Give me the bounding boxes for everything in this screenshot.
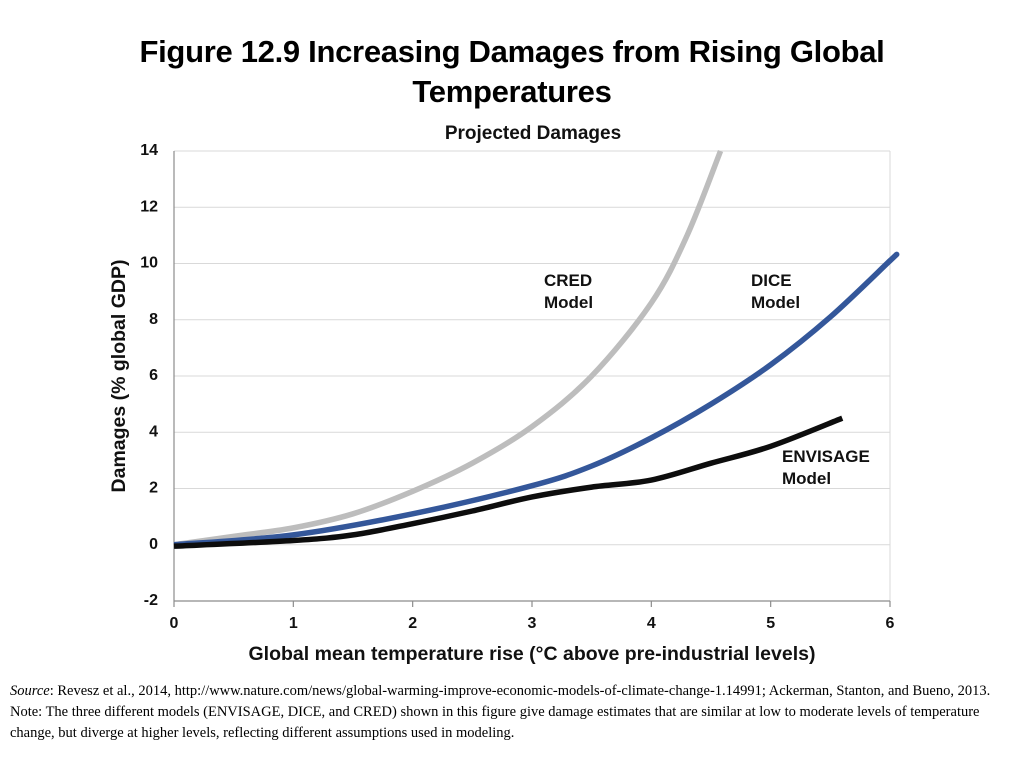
y-tick-label: 12 [140,198,158,215]
source-label: Source [10,683,50,699]
source: Source: Revesz et al., 2014, http://www.… [10,681,1010,702]
x-tick-label: 2 [408,615,417,632]
x-tick-label: 4 [647,615,656,632]
source-note: Source: Revesz et al., 2014, http://www.… [10,681,1010,744]
source-text: : Revesz et al., 2014, http://www.nature… [49,683,991,699]
y-tick-label: 10 [140,255,158,272]
x-axis-label: Global mean temperature rise (°C above p… [249,643,816,665]
chart-title: Projected Damages [445,123,621,144]
x-tick-label: 3 [528,615,537,632]
series-line [173,415,844,549]
x-tick-label: 0 [170,615,179,632]
x-tick-label: 1 [289,615,298,632]
y-tick-label: 8 [149,311,158,328]
y-axis-label: Damages (% global GDP) [108,260,130,493]
chart: Projected Damages Global mean temperatur… [108,123,900,665]
y-tick-label: -2 [144,592,158,609]
series-line [173,251,900,548]
series-label: DICE Model [751,271,801,312]
series-label: ENVISAGE Model [782,447,870,488]
y-tick-label: 6 [149,367,158,384]
x-tick-label: 5 [766,615,775,632]
note: Note: The three different models (ENVISA… [10,704,980,741]
x-tick-label: 6 [886,615,895,632]
figure-title: Figure 12.9 Increasing Damages from Risi… [139,34,885,109]
series-line [173,149,724,548]
y-tick-label: 2 [149,480,158,497]
series-label: CRED Model [544,271,594,312]
y-tick-label: 14 [140,142,158,159]
y-tick-label: 4 [149,423,158,440]
y-tick-label: 0 [149,536,158,553]
